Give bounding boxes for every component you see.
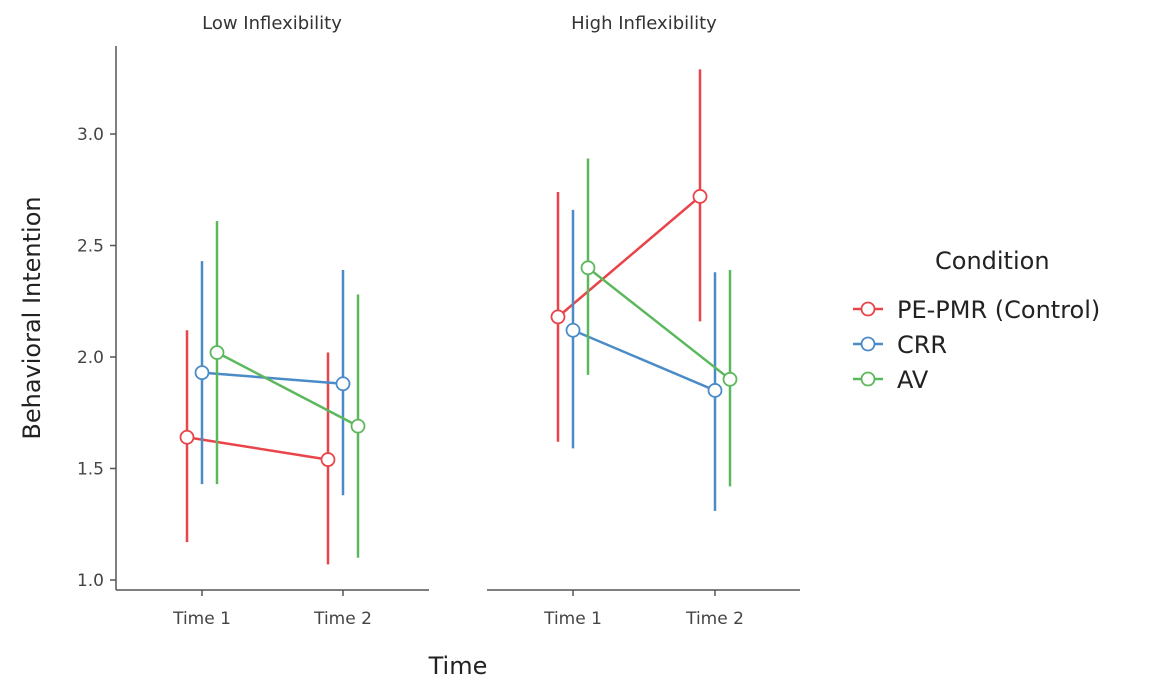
data-point: [550, 309, 566, 325]
plot-marks: [179, 69, 738, 565]
series-line: [216, 351, 359, 428]
data-point: [580, 260, 596, 276]
legend-label: AV: [897, 366, 929, 394]
series-line: [201, 371, 344, 386]
y-tick-label: 1.5: [77, 460, 104, 480]
y-tick-label: 2.5: [77, 237, 104, 257]
y-axis-title: Behavioral Intention: [18, 196, 46, 439]
legend-key-point: [860, 336, 876, 352]
data-point: [350, 418, 366, 434]
data-point: [722, 371, 738, 387]
x-tick-label: Time 2: [313, 609, 372, 629]
data-point: [707, 383, 723, 398]
facet-title-right: High Inflexibility: [571, 13, 717, 34]
x-tick-label: Time 2: [685, 609, 744, 629]
x-tick-label: Time 1: [172, 609, 231, 629]
facet-title-left: Low Inflexibility: [202, 13, 342, 34]
y-tick-label: 1.0: [77, 571, 104, 591]
series-line: [557, 195, 701, 318]
x-tick-label: Time 1: [543, 609, 602, 629]
data-point: [194, 365, 210, 381]
data-point: [565, 322, 581, 338]
series-line: [587, 266, 731, 381]
data-point: [335, 376, 351, 392]
y-tick-label: 2.0: [77, 348, 104, 368]
legend-key-point: [860, 371, 876, 387]
data-point: [179, 429, 195, 445]
y-tick-label: 3.0: [77, 125, 104, 145]
legend-label: PE-PMR (Control): [897, 296, 1100, 324]
x-axis-title: Time: [428, 652, 488, 680]
data-point: [320, 452, 336, 467]
series-line: [572, 329, 716, 392]
series-line: [186, 436, 329, 461]
legend-label: CRR: [897, 331, 947, 359]
x-ticks: Time 1 Time 2 Time 1 Time 2: [172, 590, 744, 629]
data-point: [209, 345, 225, 360]
legend-title: Condition: [935, 247, 1050, 275]
legend: Condition PE-PMR (Control) CRR AV: [853, 247, 1100, 394]
y-ticks: 1.0 1.5 2.0 2.5 3.0: [77, 125, 116, 591]
data-point: [692, 189, 708, 204]
legend-key-point: [860, 301, 876, 317]
